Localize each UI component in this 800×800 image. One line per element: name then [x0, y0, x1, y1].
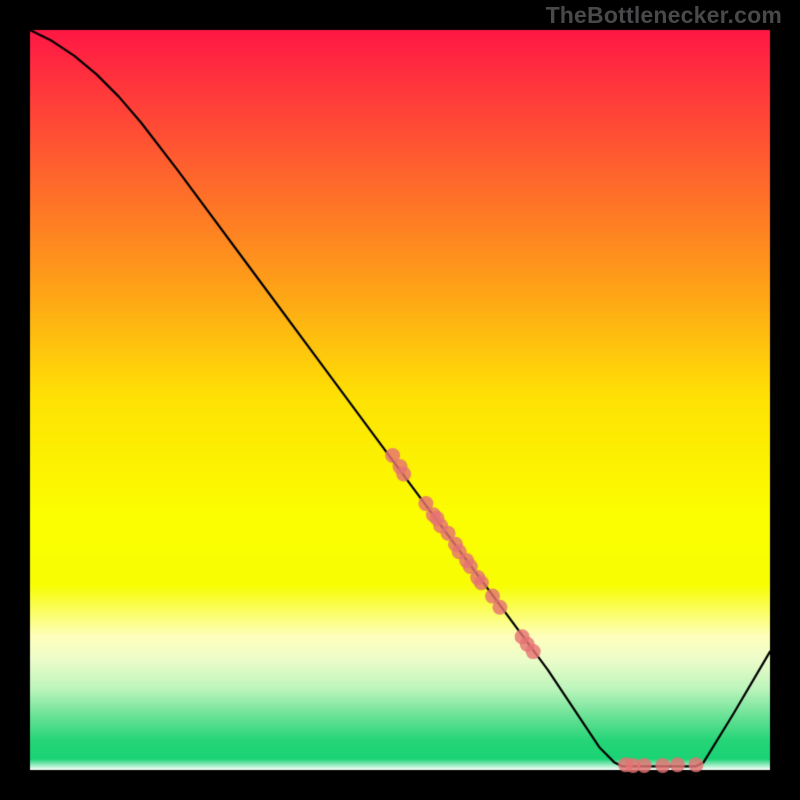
- bottleneck-curve-chart: [0, 0, 800, 800]
- watermark-text: TheBottlenecker.com: [546, 2, 782, 29]
- chart-container: TheBottlenecker.com: [0, 0, 800, 800]
